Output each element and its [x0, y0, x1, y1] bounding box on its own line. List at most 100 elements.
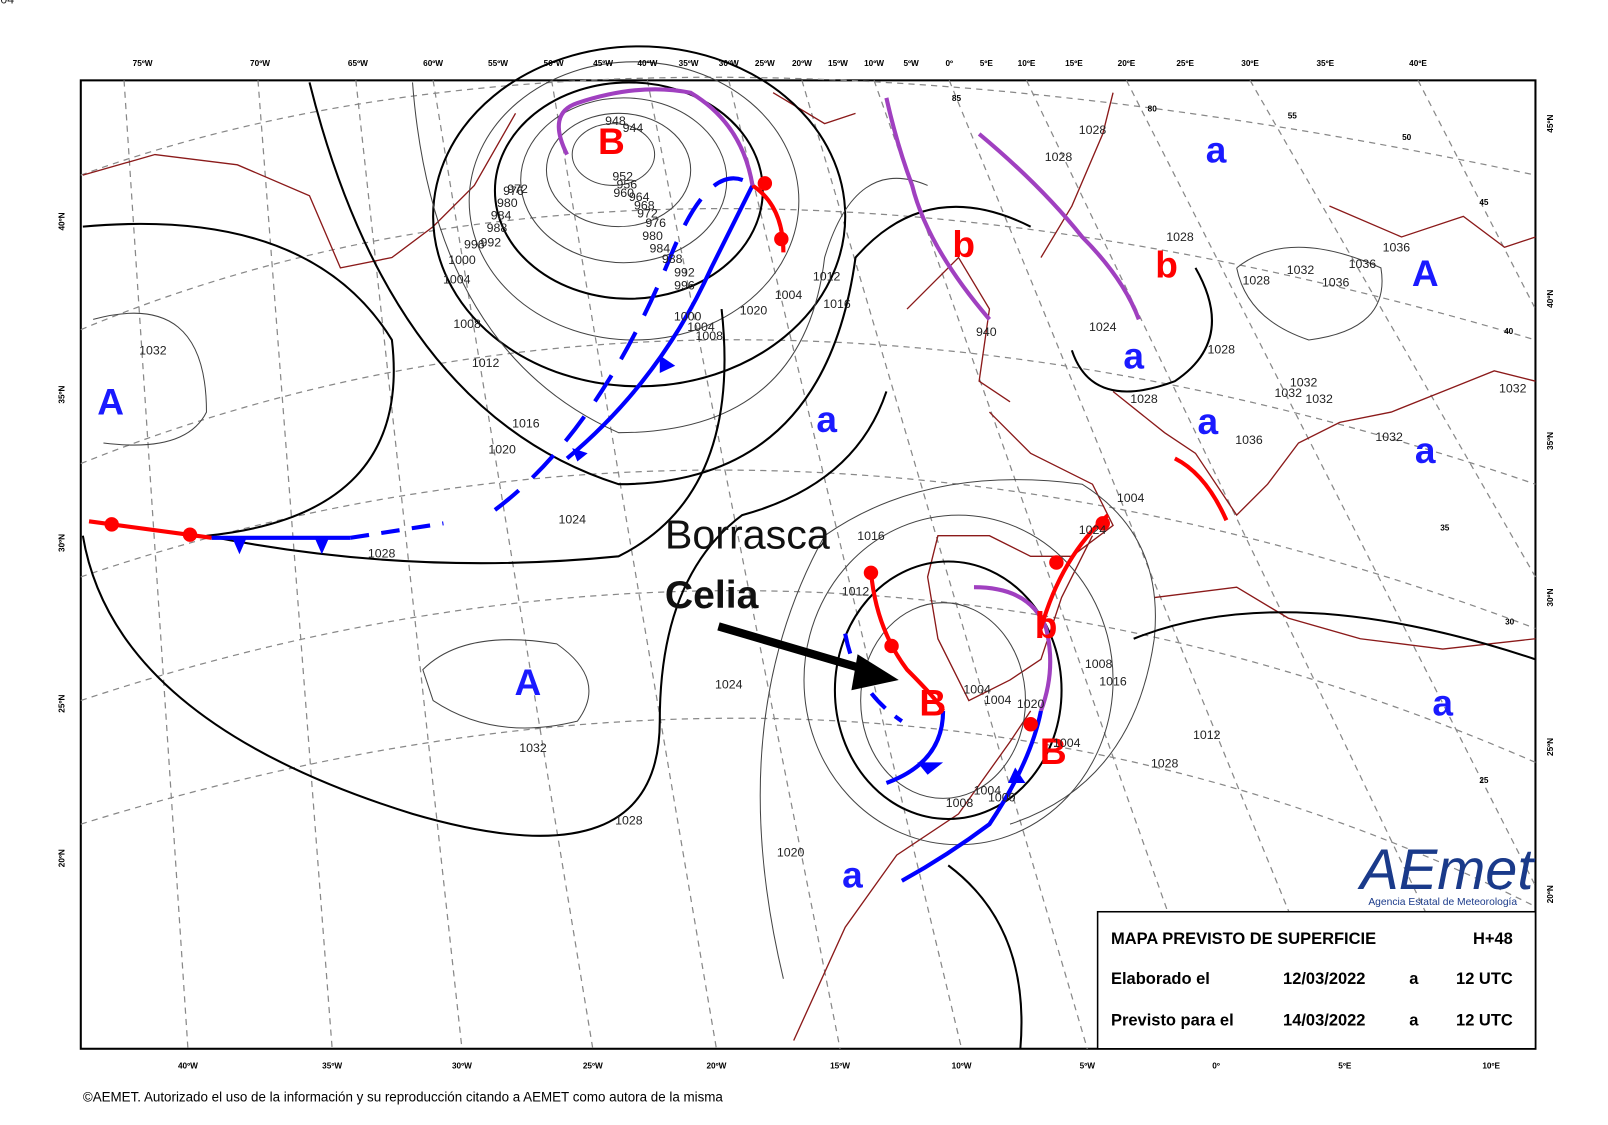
lon-label: 70ºW	[250, 59, 270, 68]
lat-label: 25ºN	[1546, 738, 1555, 756]
logo: AEmet Agencia Estatal de Meteorología	[1357, 838, 1536, 908]
lon-label: 30ºW	[452, 1061, 472, 1070]
lon-label: 40ºW	[178, 1061, 198, 1070]
isobar-label: 944	[623, 121, 644, 135]
isobar-label: 1000	[674, 310, 702, 324]
isobar-label: 1012	[842, 585, 870, 599]
lon-label: 40ºW	[637, 59, 657, 68]
lon-label: 10ºW	[952, 1061, 972, 1070]
isobar-label: 1024	[1089, 320, 1117, 334]
grid-label: 85	[952, 94, 962, 103]
grid-label: 50	[1402, 133, 1412, 142]
isobar-label: 996	[464, 237, 485, 251]
relative-high: a	[842, 854, 863, 896]
relative-high: a	[1123, 334, 1144, 376]
isobar-label: 1028	[615, 813, 643, 827]
grid-label: 25	[1479, 776, 1489, 785]
isobar-label: 992	[674, 265, 695, 279]
isobar-label: 1028	[1079, 123, 1107, 137]
lat-label: 25ºN	[57, 695, 66, 713]
isobar-label: 1032	[139, 344, 167, 358]
info-title: MAPA PREVISTO DE SUPERFICIE	[1111, 930, 1376, 948]
isobar-label: 960	[613, 186, 634, 200]
info-cell: 12 UTC	[1456, 1011, 1513, 1029]
isobar-label: 948	[605, 114, 626, 128]
isobar-label: 1004	[0, 0, 14, 6]
low-pressure-center: B	[1040, 730, 1067, 772]
isobar-label: 1004	[687, 320, 715, 334]
isobar-label: 1012	[1193, 728, 1221, 742]
isobar-label: 1020	[488, 442, 516, 456]
lat-label: 20ºN	[57, 849, 66, 867]
coastlines	[82, 92, 1536, 1041]
isobar-label: 984	[649, 242, 670, 256]
lon-label: 75ºW	[133, 59, 153, 68]
lon-label: 65ºW	[348, 59, 368, 68]
lon-label: 5ºW	[1080, 1061, 1096, 1070]
isobar-label: 1020	[1017, 697, 1045, 711]
low-pressure-center: b	[1035, 604, 1058, 646]
info-box: MAPA PREVISTO DE SUPERFICIE H+48	[1096, 910, 1537, 1050]
grid-label: 45	[1479, 198, 1489, 207]
lon-label: 50ºW	[544, 59, 564, 68]
info-lead: H+48	[1473, 930, 1513, 948]
lat-label: 30ºN	[1546, 588, 1555, 606]
high-pressure-center: A	[97, 381, 124, 423]
isobar-label: 1004	[1053, 736, 1081, 750]
isobar-label: 1012	[813, 269, 841, 283]
isobar-label: 992	[481, 235, 502, 249]
isobar-label: 1024	[558, 513, 586, 527]
isobar-label: 1008	[1085, 657, 1113, 671]
annotation-line1: Borrasca	[665, 512, 830, 558]
isobar-label: 1028	[1207, 343, 1235, 357]
isobar-label: 972	[507, 182, 528, 196]
info-cell: Elaborado el	[1111, 970, 1210, 988]
isobar-label: 1028	[1166, 230, 1194, 244]
lon-label: 35ºW	[679, 59, 699, 68]
isobar-label: 996	[674, 279, 695, 293]
isobar-label: 980	[497, 196, 518, 210]
lon-label: 25ºW	[583, 1061, 603, 1070]
lon-label: 25ºE	[1176, 59, 1194, 68]
relative-high: a	[1415, 429, 1436, 471]
isobar-label: 1004	[984, 693, 1012, 707]
low-pressure-center: B	[598, 120, 625, 162]
isobar-label: 988	[487, 221, 508, 235]
relative-high: a	[1198, 400, 1219, 442]
lon-label: 55ºW	[488, 59, 508, 68]
isobar-label: 1000	[988, 791, 1016, 805]
lon-label: 45ºW	[593, 59, 613, 68]
isobar-label: 1008	[695, 329, 723, 343]
lon-label: 20ºE	[1118, 59, 1136, 68]
grid-label: 80	[1148, 104, 1158, 113]
low-pressure-center: b	[952, 223, 975, 265]
isobar-label: 1036	[1235, 433, 1263, 447]
lon-label: 5ºE	[1338, 1061, 1352, 1070]
lon-label: 35ºW	[322, 1061, 342, 1070]
info-box-frame	[1096, 910, 1537, 1050]
relative-high: a	[816, 398, 837, 440]
lat-label: 45ºN	[1546, 115, 1555, 133]
isobar-label: 1004	[974, 783, 1002, 797]
isobar-label: 1032	[519, 741, 547, 755]
isobar-label: 1032	[1274, 386, 1302, 400]
isobar-label: 1028	[1243, 274, 1271, 288]
isobar-label: 1000	[448, 253, 476, 267]
isobar-label: 972	[637, 207, 658, 221]
isobar-label: 1036	[1349, 257, 1377, 271]
lon-label: 20ºW	[792, 59, 812, 68]
isobar-label: 952	[612, 169, 633, 183]
isobar-label: 1016	[823, 297, 851, 311]
copyright: ©AEMET. Autorizado el uso de la informac…	[83, 1090, 724, 1105]
lat-label: 30ºN	[57, 534, 66, 552]
isobar-label: 1024	[1079, 523, 1107, 537]
lat-label: 35ºN	[1546, 432, 1555, 450]
grid-label: 40	[1504, 327, 1514, 336]
lon-label: 25ºW	[755, 59, 775, 68]
low-pressure-center: b	[1155, 244, 1178, 286]
high-pressure-center: A	[515, 661, 542, 703]
isobar-label: 1028	[1151, 757, 1179, 771]
isobar-label: 1032	[1375, 430, 1403, 444]
isobar-label: 1004	[963, 683, 991, 697]
